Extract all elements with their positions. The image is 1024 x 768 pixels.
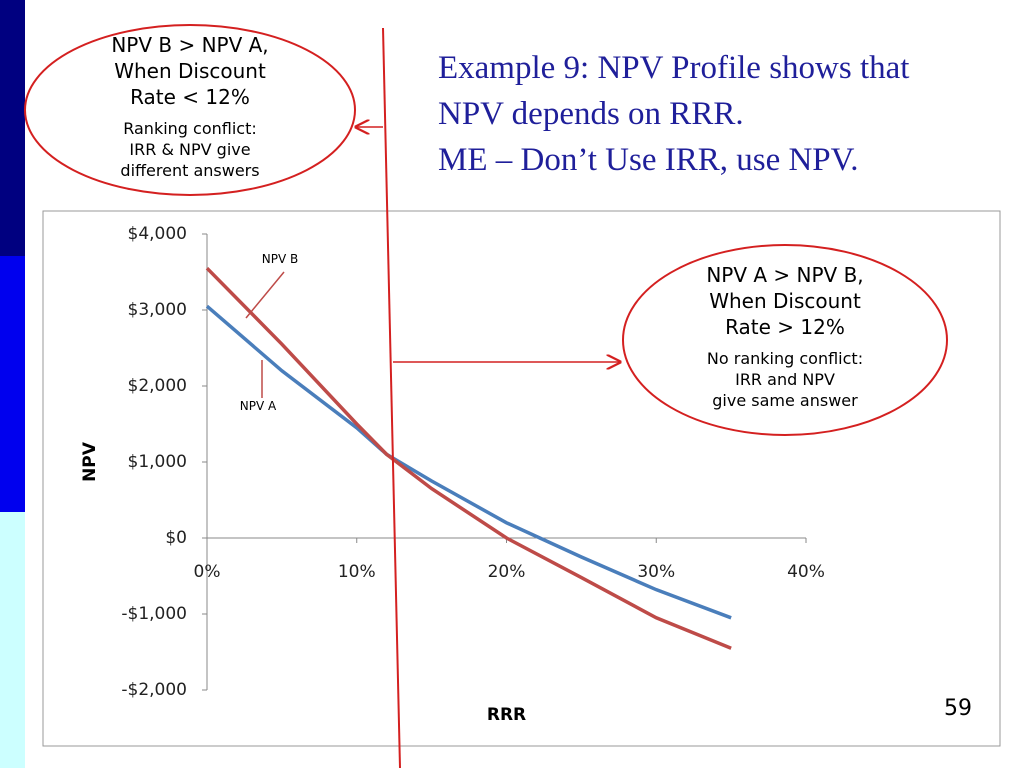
callout-text: different answers (120, 161, 259, 180)
series-line (205, 266, 732, 650)
callout-text: Ranking conflict: (123, 119, 257, 138)
leader-line (245, 271, 285, 319)
x-tick-label: 0% (194, 562, 221, 582)
page-number: 59 (944, 696, 972, 721)
side-bar (0, 0, 25, 256)
callout-text: Rate > 12% (725, 315, 845, 339)
y-tick-label: $3,000 (128, 300, 187, 320)
y-tick-label: $0 (165, 528, 187, 548)
callout-text: IRR and NPV (735, 370, 835, 389)
title-line: Example 9: NPV Profile shows that (438, 50, 909, 86)
x-tick-label: 40% (787, 562, 825, 582)
callout-text: Rate < 12% (130, 85, 250, 109)
callout-text: No ranking conflict: (707, 349, 863, 368)
callout-text: NPV A > NPV B, (706, 263, 863, 287)
callout (622, 244, 948, 436)
callout-text: When Discount (709, 289, 861, 313)
plot: $4,000 $3,000 $2,000 $1,000 $0 -$1,000 -$2,000… (80, 224, 825, 725)
x-tick-label: 30% (637, 562, 675, 582)
y-tick-label: -$1,000 (121, 604, 187, 624)
title-line: NPV depends on RRR. (438, 96, 744, 132)
callout-text: give same answer (712, 391, 858, 410)
title-line: ME – Don’t Use IRR, use NPV. (438, 142, 858, 178)
callout (24, 24, 356, 196)
series-label: NPV A (240, 399, 277, 413)
series-line (205, 304, 732, 620)
y-tick-label: $2,000 (128, 376, 187, 396)
divider-line (382, 27, 401, 768)
series-label: NPV B (262, 252, 298, 266)
y-tick-label: -$2,000 (121, 680, 187, 700)
x-tick-label: 20% (488, 562, 526, 582)
side-bar (0, 512, 25, 768)
y-tick-label: $4,000 (128, 224, 187, 244)
y-axis-label: NPV (80, 441, 100, 482)
callout-text: IRR & NPV give (129, 140, 250, 159)
x-axis-label: RRR (487, 705, 526, 725)
side-bar (0, 256, 25, 512)
callout-text: NPV B > NPV A, (111, 33, 268, 57)
callout-text: When Discount (114, 59, 266, 83)
x-tick-label: 10% (338, 562, 376, 582)
y-tick-label: $1,000 (128, 452, 187, 472)
